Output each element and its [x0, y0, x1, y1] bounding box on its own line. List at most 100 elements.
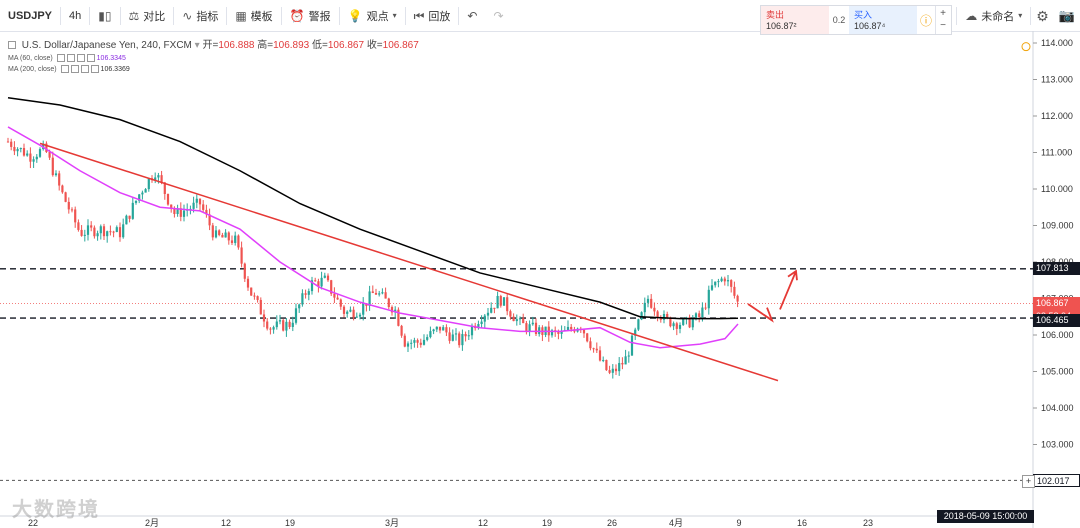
- candle-body: [480, 321, 483, 325]
- candle-body: [218, 230, 221, 235]
- candle-body: [570, 326, 573, 330]
- buy-button[interactable]: 买入 106.87⁴: [849, 6, 917, 34]
- candle-body: [342, 306, 346, 314]
- indicators-label: 指标: [196, 10, 219, 23]
- candle-body: [438, 326, 442, 331]
- candle-body: [643, 302, 646, 313]
- candle-body: [566, 326, 570, 330]
- plus-icon[interactable]: +: [940, 8, 946, 19]
- time-tick-label: 12: [478, 518, 488, 528]
- interval-button[interactable]: 4h: [61, 0, 89, 31]
- add-plus-icon[interactable]: +: [1022, 475, 1035, 488]
- candle-body: [266, 321, 269, 329]
- candle-body: [717, 281, 720, 283]
- eye-icon[interactable]: [60, 65, 69, 73]
- settings-icon[interactable]: [66, 54, 75, 62]
- time-tick-label: 9: [736, 518, 741, 528]
- price-tick-label: 111.000: [1041, 148, 1072, 158]
- candle-body: [662, 313, 666, 320]
- candle-body: [701, 307, 704, 318]
- collapse-icon[interactable]: [8, 41, 16, 50]
- candle-body: [74, 209, 77, 223]
- candle-style-button[interactable]: ▮▯: [90, 0, 119, 31]
- templates-button[interactable]: ▦ 模板: [227, 0, 280, 31]
- compare-button[interactable]: ⚖ 对比: [121, 0, 174, 31]
- sell-button[interactable]: 卖出 106.87²: [761, 6, 829, 34]
- redo-button[interactable]: ↷: [485, 0, 511, 31]
- arrow-up-head: [787, 269, 798, 281]
- candle-body: [726, 280, 730, 282]
- time-tick-label: 2月: [145, 518, 159, 528]
- eye-icon[interactable]: [56, 54, 65, 62]
- candle-body: [378, 293, 381, 295]
- candle-body: [454, 333, 458, 335]
- candle-body: [298, 304, 301, 309]
- candle-body: [426, 337, 429, 340]
- watermark-logo: 大数跨境: [12, 499, 100, 521]
- cloud-icon: ☁: [965, 8, 978, 23]
- candle-body: [432, 329, 435, 332]
- candle-body: [221, 234, 224, 238]
- candle-body: [560, 330, 563, 334]
- spread-value: 0.2: [832, 15, 846, 25]
- candle-body: [304, 293, 307, 295]
- symbol-button[interactable]: USDJPY: [0, 0, 60, 31]
- indicators-button[interactable]: ∿ 指标: [174, 0, 226, 31]
- sell-price: 106.87²: [766, 21, 797, 31]
- candle-body: [582, 329, 586, 334]
- candle-body: [330, 280, 333, 294]
- candle-body: [70, 209, 74, 211]
- candle-body: [659, 317, 662, 320]
- settings-button[interactable]: ⚙: [1031, 0, 1054, 31]
- candle-body: [477, 324, 480, 329]
- candle-body: [122, 224, 125, 238]
- compare-icon: ⚖: [128, 8, 140, 23]
- ma200-row[interactable]: MA (200, close) 106.3369: [8, 65, 419, 73]
- time-tick-label: 23: [863, 518, 873, 528]
- candle-body: [90, 225, 93, 228]
- trendline: [39, 142, 779, 382]
- candle-body: [429, 331, 432, 338]
- more-icon[interactable]: [90, 65, 99, 73]
- candle-body: [22, 148, 26, 156]
- minus-icon[interactable]: −: [940, 20, 946, 31]
- candle-body: [42, 143, 45, 150]
- price-tick-label: 108.000: [1041, 257, 1074, 267]
- close-icon[interactable]: [76, 54, 85, 62]
- candle-body: [381, 292, 384, 294]
- candle-body: [733, 286, 736, 296]
- candle-body: [506, 297, 509, 312]
- close-icon[interactable]: [80, 65, 89, 73]
- candle-body: [205, 209, 208, 215]
- candle-body: [230, 240, 234, 243]
- candle-body: [390, 307, 394, 313]
- candle-body: [493, 307, 496, 309]
- candle-body: [317, 281, 320, 287]
- quantity-stepper[interactable]: + −: [935, 6, 950, 34]
- ma60-row[interactable]: MA (60, close) 106.3345: [8, 54, 419, 62]
- candle-body: [595, 348, 598, 351]
- snapshot-button[interactable]: 📷: [1054, 0, 1080, 31]
- candle-body: [294, 308, 298, 323]
- candle-body: [336, 297, 339, 300]
- settings-icon[interactable]: [70, 65, 79, 73]
- candle-body: [131, 202, 134, 219]
- alarm-clock-icon: ⏰: [289, 8, 305, 23]
- undo-button[interactable]: ↶: [459, 0, 485, 31]
- candle-body: [234, 235, 237, 243]
- symbol-label: USDJPY: [8, 9, 53, 22]
- alert-button[interactable]: ⏰ 警报: [282, 0, 339, 31]
- candle-body: [355, 316, 358, 318]
- layout-name-button[interactable]: ☁ 未命名 ▾: [957, 0, 1030, 31]
- more-icon[interactable]: [86, 54, 95, 62]
- candle-body: [115, 227, 118, 233]
- warning-icon[interactable]: ⓘ: [919, 13, 932, 28]
- candle-body: [291, 322, 294, 327]
- arrow-up-line: [779, 270, 797, 310]
- ideas-button[interactable]: 💡 观点 ▾: [340, 0, 405, 31]
- candle-body: [451, 334, 454, 341]
- replay-button[interactable]: ⏮ 回放: [406, 0, 459, 31]
- candle-body: [29, 153, 32, 162]
- price-chart[interactable]: 114.000 113.000 112.000 111.000 110.000 109.0…: [0, 31, 1080, 528]
- candle-body: [256, 296, 259, 300]
